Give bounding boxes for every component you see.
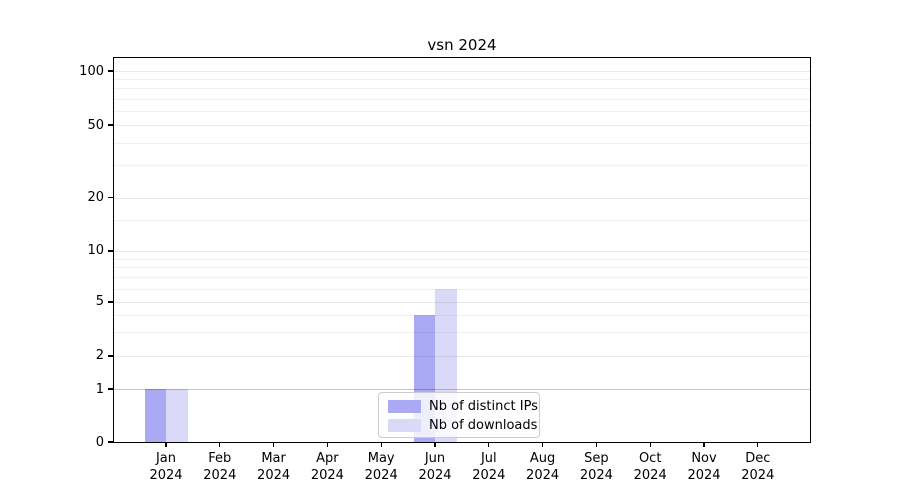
gridline-major [114, 71, 810, 73]
x-tick-label-may: May 2024 [364, 451, 398, 483]
y-tick-label: 0 [95, 434, 104, 450]
x-tick-label-sep: Sep 2024 [579, 451, 613, 483]
y-tick-mark [108, 124, 113, 126]
y-tick-mark [108, 301, 113, 303]
legend-label: Nb of downloads [429, 418, 538, 433]
gridline-minor [114, 332, 810, 334]
gridline-minor [114, 277, 810, 279]
x-tick-label-dec: Dec 2024 [741, 451, 775, 483]
x-tick-mark [273, 442, 275, 447]
y-tick-mark [108, 250, 113, 252]
gridline-minor [114, 142, 810, 144]
gridline-major [114, 355, 810, 357]
bar-nb-of-distinct-ips-jan [144, 389, 166, 442]
gridline-major [114, 250, 810, 252]
legend-item-downloads: Nb of downloads [388, 416, 539, 435]
x-tick-mark [326, 442, 328, 447]
legend-swatch-distinct-ips [388, 400, 421, 413]
gridline-minor [114, 219, 810, 221]
x-tick-label-feb: Feb 2024 [203, 451, 237, 483]
gridline-major [114, 125, 810, 126]
gridline-minor [114, 267, 810, 269]
gridline-major [114, 197, 810, 199]
x-tick-mark [165, 442, 167, 447]
x-tick-label-mar: Mar 2024 [257, 451, 291, 483]
x-tick-mark [649, 442, 651, 447]
y-tick-label: 10 [87, 243, 104, 259]
y-tick-label: 2 [95, 348, 104, 364]
legend-swatch-downloads [388, 419, 421, 432]
x-tick-mark [434, 442, 436, 447]
x-tick-mark [542, 442, 544, 447]
y-tick-mark [108, 196, 113, 199]
gridline-minor [114, 88, 810, 90]
x-tick-label-apr: Apr 2024 [310, 451, 344, 483]
x-tick-label-jun: Jun 2024 [418, 451, 452, 483]
y-tick-mark [108, 355, 113, 357]
gridline-minor [114, 288, 810, 290]
y-tick-label: 1 [95, 381, 104, 397]
y-tick-label: 20 [87, 190, 104, 205]
gridline-major [114, 389, 810, 390]
gridline-minor [114, 79, 810, 81]
gridline-minor [114, 315, 810, 317]
y-tick-mark [108, 388, 113, 390]
y-tick-label: 100 [79, 63, 104, 79]
legend-label: Nb of distinct IPs [429, 399, 538, 414]
gridline-major [114, 301, 810, 303]
x-tick-mark [380, 442, 382, 447]
x-tick-label-aug: Aug 2024 [526, 451, 560, 483]
x-tick-label-jan: Jan 2024 [149, 451, 183, 483]
x-tick-mark [488, 442, 490, 447]
x-tick-label-oct: Oct 2024 [633, 451, 667, 483]
x-tick-mark [703, 442, 705, 447]
x-tick-label-jul: Jul 2024 [472, 451, 506, 483]
gridline-minor [114, 110, 810, 112]
y-tick-mark [108, 441, 113, 443]
plot-area: Nb of distinct IPs Nb of downloads 0 1 2 5 1… [79, 57, 811, 483]
x-tick-mark [219, 442, 221, 447]
y-tick-mark [108, 70, 113, 72]
x-tick-mark [757, 442, 759, 447]
x-tick-mark [595, 442, 597, 447]
bar-nb-of-downloads-jan [166, 389, 188, 442]
chart-title: vsn 2024 [427, 36, 497, 54]
y-tick-label: 50 [87, 117, 104, 133]
legend: Nb of distinct IPs Nb of downloads [378, 392, 540, 438]
x-tick-label-nov: Nov 2024 [687, 451, 721, 483]
gridline-minor [114, 98, 810, 100]
gridline-minor [114, 165, 810, 167]
y-tick-label: 5 [95, 294, 104, 310]
legend-item-distinct-ips: Nb of distinct IPs [388, 397, 539, 416]
gridline-minor [114, 258, 810, 260]
